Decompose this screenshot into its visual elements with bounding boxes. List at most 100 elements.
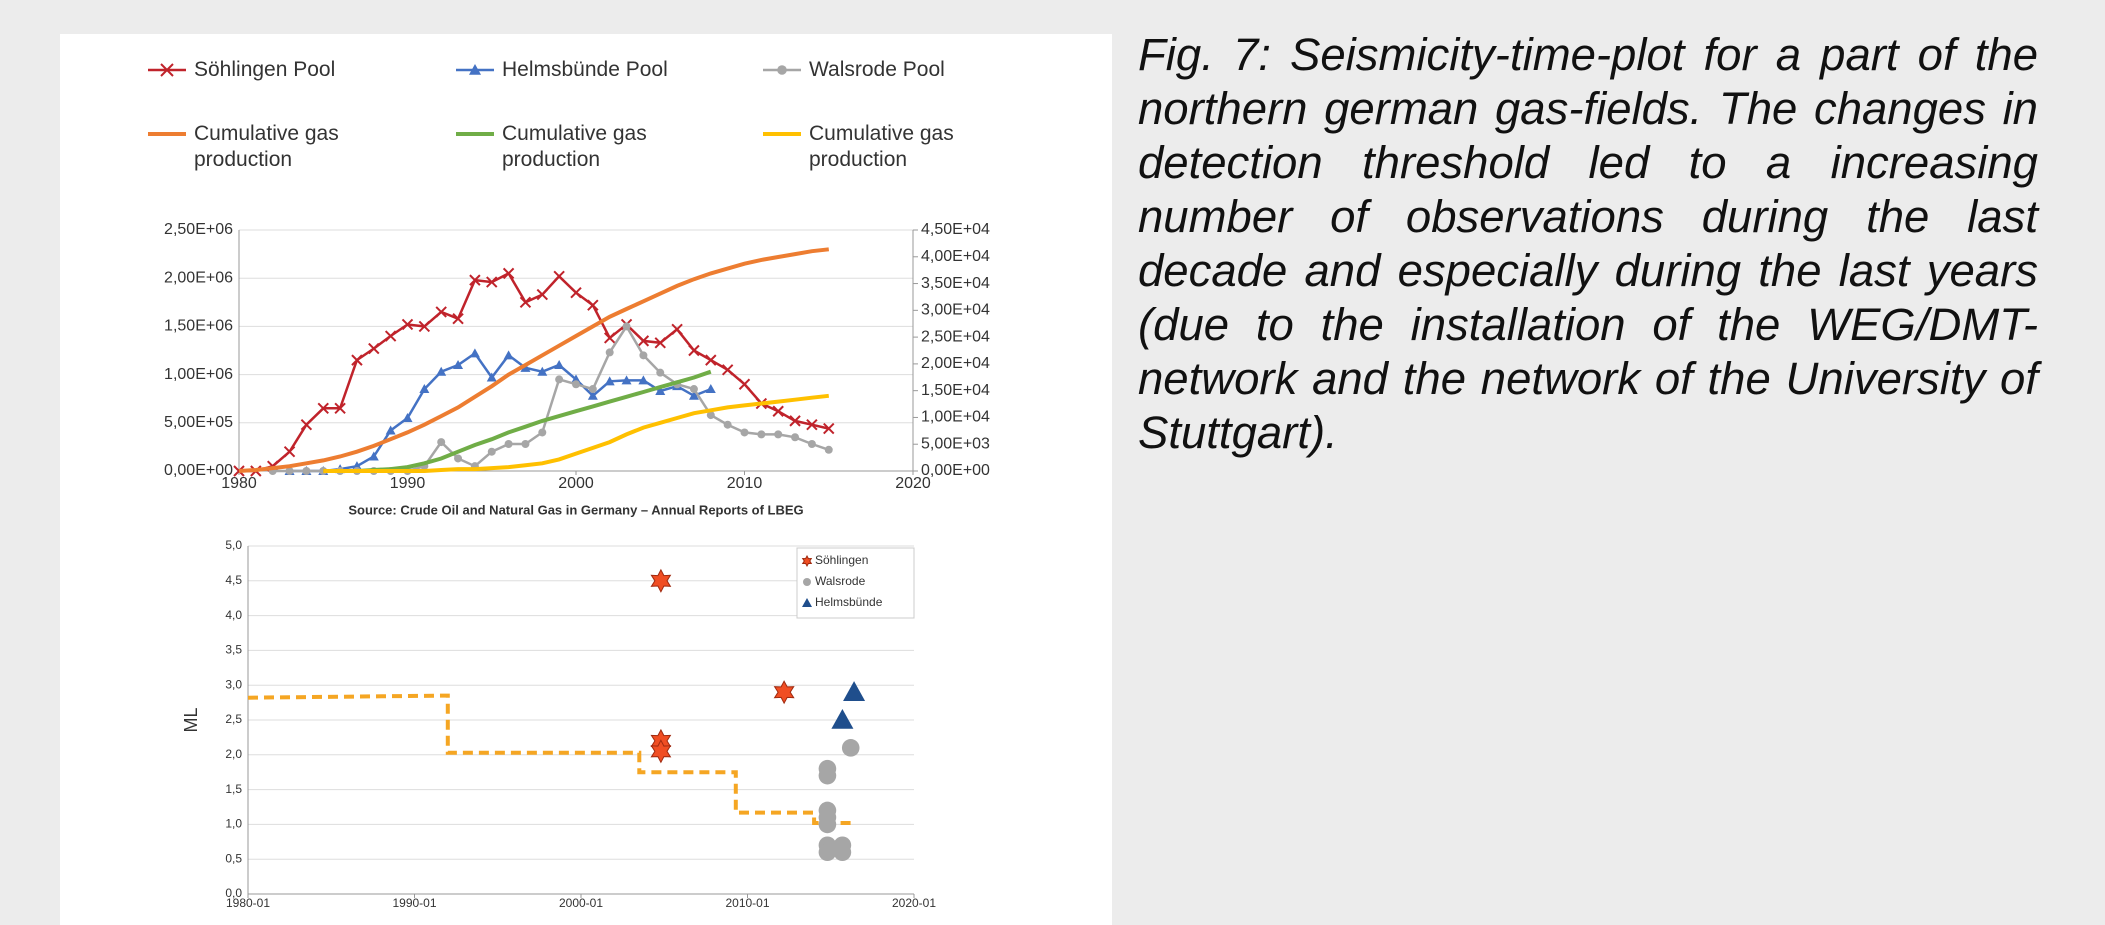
y2-tick-label: 4,50E+04 [921, 221, 990, 238]
y2-tick-label: 1,50E+04 [921, 382, 990, 399]
marker [536, 288, 549, 301]
marker [688, 390, 699, 400]
marker [469, 64, 481, 75]
y-tick-label: 2,50E+06 [164, 221, 233, 238]
marker [639, 351, 648, 360]
marker [831, 709, 854, 729]
marker [791, 433, 800, 442]
marker [689, 385, 698, 394]
marker [285, 467, 294, 475]
source-note: Source: Crude Oil and Natural Gas in Ger… [348, 502, 803, 517]
marker [469, 274, 481, 286]
legend-label: Cumulative gas production [194, 122, 339, 171]
marker [486, 276, 498, 288]
x-tick-label: 2000 [558, 475, 594, 492]
marker [801, 554, 813, 568]
y2-tick-label: 2,50E+04 [921, 328, 990, 345]
marker [721, 364, 734, 376]
marker [385, 425, 396, 435]
marker [401, 318, 414, 331]
marker [587, 390, 598, 400]
marker [402, 412, 413, 422]
marker [818, 766, 837, 785]
marker [300, 419, 313, 431]
threshold-line [247, 693, 856, 825]
marker [655, 385, 666, 395]
legend-label: Söhlingen [815, 553, 868, 567]
legend-box [796, 547, 915, 619]
y2-tick-label: 5,00E+03 [921, 435, 990, 452]
y2-tick-label: 4,00E+04 [921, 248, 990, 265]
marker [757, 430, 766, 439]
series-line [323, 393, 830, 473]
x-tick-label: 1980 [221, 475, 257, 492]
marker [789, 415, 801, 427]
marker [777, 65, 787, 75]
y-tick-label: 5,00E+05 [164, 414, 233, 431]
y2-tick-label: 1,00E+04 [921, 409, 990, 426]
marker [283, 446, 296, 458]
marker [504, 440, 513, 449]
marker [437, 438, 446, 447]
legend-label: Söhlingen Pool [194, 58, 336, 81]
marker [637, 335, 650, 347]
y-tick-label: 3,0 [225, 677, 242, 691]
marker [334, 402, 346, 415]
y-axis-label: ML [181, 707, 201, 732]
marker [833, 843, 852, 862]
x-tick-label: 2010 [727, 475, 763, 492]
marker [453, 359, 464, 369]
marker [723, 420, 732, 429]
legend-label: Walsrode [815, 574, 866, 588]
y-tick-label: 0,0 [225, 886, 242, 900]
marker [555, 375, 564, 384]
marker [824, 445, 833, 454]
y-tick-label: 1,5 [225, 782, 242, 796]
legend-label: Cumulative gas production [502, 122, 647, 171]
marker [502, 267, 515, 280]
marker [588, 385, 597, 394]
legend-label: Helmsbünde Pool [502, 58, 668, 81]
x-tick-label: 2020 [895, 475, 931, 492]
marker [772, 405, 784, 417]
y-tick-label: 5,0 [225, 538, 242, 552]
marker [487, 447, 496, 456]
marker [650, 568, 672, 593]
marker [603, 332, 616, 344]
y-tick-label: 0,5 [225, 851, 242, 865]
x-tick-label: 1990-01 [392, 896, 436, 910]
marker [570, 286, 582, 299]
marker [160, 63, 174, 77]
marker [554, 359, 565, 369]
marker [436, 366, 447, 376]
x-tick-label: 2010-01 [725, 896, 769, 910]
x-tick-label: 1990 [390, 475, 426, 492]
marker [688, 344, 700, 357]
y-tick-label: 1,00E+06 [164, 366, 233, 383]
marker [823, 422, 835, 435]
marker [351, 354, 363, 366]
marker [587, 299, 599, 311]
y-tick-label: 2,0 [225, 747, 242, 761]
marker [538, 428, 547, 437]
marker [738, 378, 751, 390]
marker [454, 454, 463, 463]
marker [740, 428, 749, 437]
marker [806, 419, 818, 431]
marker [818, 815, 837, 834]
marker [469, 348, 480, 358]
marker [521, 440, 530, 449]
marker [706, 411, 715, 420]
y-tick-label: 4,0 [225, 608, 242, 622]
marker [773, 680, 795, 705]
y-tick-label: 1,50E+06 [164, 318, 233, 335]
marker [317, 402, 329, 415]
marker [638, 375, 649, 385]
marker [622, 322, 631, 331]
x-tick-label: 2020-01 [892, 896, 936, 910]
marker [302, 467, 311, 475]
marker [435, 306, 447, 318]
legend-label: Walsrode Pool [809, 58, 945, 81]
